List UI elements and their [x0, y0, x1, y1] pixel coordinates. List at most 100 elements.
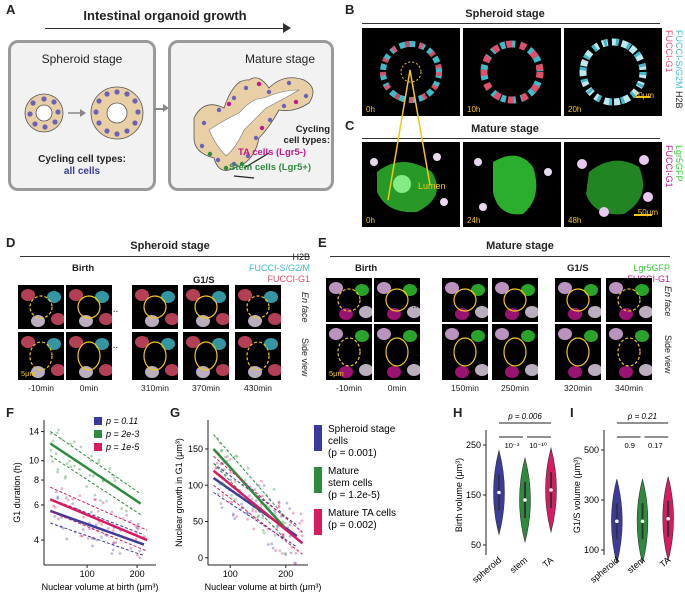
- f-ytick-label-4: 14: [29, 427, 39, 437]
- mature-box-title: Mature stage: [244, 52, 316, 66]
- e-time-1: 0min: [387, 383, 407, 393]
- panel-a-title: Intestinal organoid growth: [83, 8, 247, 23]
- f-xlabel: Nuclear volume at birth (μm³): [42, 582, 159, 592]
- panel-d-title: Spheroid stage: [130, 240, 210, 252]
- b-time-0: 0h: [366, 105, 375, 114]
- f-point-2-3: [136, 527, 140, 531]
- g-point-2-32: [227, 500, 231, 504]
- i-annot-0: p = 0.21: [627, 412, 657, 421]
- d-dots-bottom: ...: [110, 340, 119, 351]
- d-legend-sg2m: FUCCI-S/G2/M: [248, 263, 310, 273]
- panel-c-label: C: [345, 118, 355, 133]
- e-en-face: En face: [663, 286, 673, 317]
- f-point-2-24: [66, 498, 70, 502]
- b-legend-2: FUCCI-S/G2M H2B: [674, 30, 684, 116]
- f-point-1-12: [51, 459, 54, 463]
- f-point-1-23: [69, 465, 73, 469]
- g-point-2-28: [299, 512, 303, 516]
- d-birth-label: Birth: [72, 263, 95, 274]
- f-point-1-31: [79, 445, 83, 449]
- h-ylabel: Birth volume (μm³): [454, 458, 464, 532]
- g-point-0-40: [289, 551, 293, 555]
- h-xtick-label-0: spheroid: [470, 555, 503, 585]
- spheroid-caption-1: Cycling cell types:: [38, 154, 126, 165]
- g-point-0-21: [284, 553, 288, 557]
- mature-caption-2: cell types:: [283, 135, 330, 146]
- g-point-2-5: [221, 494, 225, 498]
- chart-g: 100 200 0 50 100 150 Nuclear volume at birth (…: [174, 420, 396, 592]
- e-image-en-face-2: *: [442, 278, 488, 322]
- d-g1s-label: G1/S: [193, 275, 215, 286]
- e-star-0: *: [352, 278, 358, 293]
- d-side-view: Side view: [300, 338, 310, 377]
- e-birth-label: Birth: [355, 263, 378, 274]
- g-point-2-24: [251, 509, 255, 513]
- g-point-1-14: [225, 486, 228, 490]
- chart-f: 100 200 4 6 8 10 14 Nuclear volume at birth (μm…: [12, 416, 159, 592]
- g-point-1-20: [222, 467, 226, 471]
- d-image-side-view-2: [132, 332, 178, 380]
- panel-d-line: [20, 256, 310, 257]
- f-point-2-39: [86, 536, 90, 540]
- i-ytick-label-1: 300: [584, 495, 599, 505]
- f-point-1-2: [68, 459, 72, 463]
- g-point-2-26: [281, 534, 285, 538]
- f-point-0-27: [91, 544, 94, 548]
- g-point-1-10: [272, 487, 276, 491]
- spheroid-box-title: Spheroid stage: [41, 52, 123, 66]
- f-point-1-35: [56, 468, 60, 471]
- f-ci-lower-0: [50, 522, 145, 557]
- g-legend-name-0: Spheroid stage: [328, 424, 396, 435]
- f-point-2-13: [121, 517, 125, 520]
- f-point-0-17: [90, 536, 94, 540]
- c-legend-g1: FUCCI-G1: [664, 145, 674, 188]
- f-point-2-4: [93, 498, 97, 502]
- b-time-2: 20h: [568, 105, 582, 114]
- d-image-en-face-0: [18, 285, 64, 329]
- g-point-2-19: [281, 533, 285, 537]
- e-image-en-face-0: *: [326, 278, 372, 322]
- g-point-2-7: [217, 451, 220, 455]
- g-point-1-25: [257, 514, 260, 518]
- g-xtick-label-1: 200: [278, 569, 293, 579]
- d-image-en-face-3: [183, 285, 229, 329]
- g-point-2-39: [260, 479, 263, 483]
- f-point-0-30: [138, 549, 142, 553]
- c-time-1: 24h: [467, 216, 481, 225]
- f-point-1-37: [51, 439, 55, 443]
- panel-c-title: Mature stage: [471, 123, 539, 135]
- f-ci-upper-1: [49, 430, 141, 495]
- g-legend-swatch-1: [314, 467, 322, 493]
- f-point-1-39: [97, 458, 101, 462]
- f-legend-label-2: p = 1e-5: [105, 442, 140, 452]
- f-point-1-33: [73, 464, 76, 468]
- i-xtick-label-0: spheroid: [588, 555, 621, 585]
- h-annot-1: 10⁻³: [505, 441, 520, 450]
- g-point-2-29: [230, 500, 234, 504]
- panel-h-label: H: [453, 405, 463, 420]
- f-point-2-14: [97, 520, 101, 524]
- f-legend-label-1: p = 2e-3: [105, 429, 139, 439]
- g-point-0-36: [273, 509, 276, 512]
- g-point-2-30: [280, 552, 284, 555]
- d-image-en-face-2: [132, 285, 178, 329]
- f-point-2-38: [88, 527, 91, 531]
- g-point-2-20: [233, 479, 237, 483]
- panel-e-line: [330, 256, 670, 257]
- g-ytick-label-0: 0: [198, 553, 203, 563]
- f-point-2-5: [134, 537, 138, 541]
- f-point-0-10: [65, 537, 69, 541]
- e-time-4: 320min: [564, 383, 592, 393]
- panel-e-label: E: [318, 235, 327, 250]
- i-annot-1: 0.9: [624, 441, 634, 450]
- f-point-2-6: [97, 509, 100, 513]
- f-point-2-0: [100, 522, 103, 526]
- e-star-4: *: [581, 278, 587, 293]
- g-point-1-27: [241, 483, 244, 487]
- g-point-2-33: [235, 515, 239, 519]
- e-g1s-label: G1/S: [567, 263, 589, 274]
- e-time-0: -10min: [336, 383, 362, 393]
- g-point-2-35: [214, 467, 218, 470]
- f-point-1-27: [85, 485, 89, 488]
